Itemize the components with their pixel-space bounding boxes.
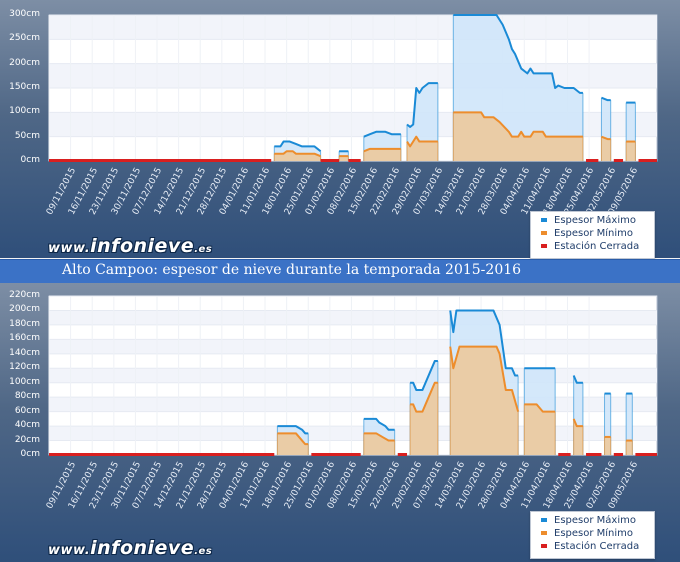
min-series-area	[626, 141, 636, 161]
min-series-line	[277, 432, 309, 446]
closed-bar	[635, 453, 657, 456]
closed-bar	[613, 453, 624, 456]
closed-bar	[586, 159, 599, 162]
closed-bar	[49, 453, 275, 456]
chart-top	[48, 14, 658, 162]
chart-title: Alto Campoo: espesor de nieve durante la…	[62, 262, 522, 278]
y-tick-label: 60cm	[14, 405, 40, 416]
min-series-area	[524, 404, 556, 455]
y-tick-label: 250cm	[9, 33, 40, 44]
legend-item-min: Espesor Mínimo	[541, 528, 633, 540]
max-series-line	[453, 14, 583, 94]
min-series-area	[339, 156, 349, 161]
closed-bar	[558, 453, 571, 456]
min-series-area	[626, 440, 633, 455]
chart-panel-top: 0cm 50cm 100cm 150cm 200cm 250cm 300cm 09/11/2…	[0, 0, 680, 259]
legend-bottom: Espesor Máximo Espesor Mínimo Estación C…	[530, 511, 655, 559]
legend-item-closed: Estación Cerrada	[541, 241, 639, 253]
legend-swatch-max	[541, 218, 547, 222]
legend-swatch-min	[541, 231, 547, 235]
legend-swatch-min	[541, 531, 547, 535]
grid-band	[49, 397, 657, 412]
min-series-line	[453, 111, 583, 138]
max-series-line	[572, 375, 583, 384]
closed-bar	[586, 453, 602, 456]
y-tick-label: 100cm	[9, 376, 40, 387]
y-tick-label: 200cm	[9, 57, 40, 68]
max-series-line	[449, 309, 519, 377]
min-series-area	[573, 418, 583, 455]
min-series-line	[572, 418, 583, 428]
y-tick-label: 300cm	[9, 9, 40, 19]
max-series-line	[274, 140, 322, 153]
grid-band	[49, 339, 657, 354]
y-tick-label: 0cm	[20, 449, 40, 459]
min-series-line	[410, 381, 438, 413]
max-series-line	[601, 96, 611, 102]
min-series-line	[601, 135, 611, 141]
min-series-area	[407, 136, 438, 161]
max-series-line	[406, 82, 438, 128]
y-tick-label: 140cm	[9, 347, 40, 358]
closed-bar	[613, 159, 624, 162]
y-tick-label: 220cm	[9, 290, 40, 300]
chart-panel-bottom: 0cm 20cm 40cm 60cm 80cm 100cm 120cm 140cm 160cm 1…	[0, 283, 680, 562]
infonieve-logo-bottom: www.infonieve.es	[48, 537, 213, 559]
y-tick-label: 40cm	[14, 420, 40, 431]
grid-band	[49, 15, 657, 40]
grid-band	[49, 63, 657, 88]
max-series-line	[363, 130, 401, 138]
legend-swatch-closed	[541, 544, 547, 548]
y-tick-label: 50cm	[14, 130, 40, 141]
min-series-area	[410, 382, 438, 455]
closed-bar	[348, 159, 361, 162]
legend-item-max: Espesor Máximo	[541, 215, 636, 227]
grid-band	[49, 368, 657, 383]
y-tick-label: 200cm	[9, 304, 40, 315]
min-series-area	[363, 433, 395, 455]
grid-band	[49, 426, 657, 441]
min-series-line	[363, 147, 401, 153]
grid-band	[49, 310, 657, 325]
y-tick-label: 80cm	[14, 391, 40, 402]
closed-bar	[638, 159, 657, 162]
closed-bar	[397, 453, 408, 456]
max-series-line	[363, 417, 395, 431]
min-series-area	[363, 148, 401, 161]
min-series-line	[449, 345, 520, 412]
legend-swatch-closed	[541, 244, 547, 248]
y-tick-label: 160cm	[9, 333, 40, 344]
min-series-line	[274, 150, 321, 158]
closed-bar	[320, 159, 340, 162]
legend-item-closed: Estación Cerrada	[541, 541, 639, 553]
legend-item-max: Espesor Máximo	[541, 515, 636, 527]
max-series-line	[277, 425, 309, 435]
y-tick-label: 0cm	[20, 155, 40, 165]
min-series-area	[604, 436, 611, 455]
infonieve-logo-top: www.infonieve.es	[48, 235, 213, 257]
min-series-line	[406, 135, 438, 148]
min-series-area	[601, 136, 611, 161]
min-series-line	[524, 403, 556, 413]
legend-top: Espesor Máximo Espesor Mínimo Estación C…	[530, 211, 655, 259]
closed-bar	[49, 159, 272, 162]
chart-bottom	[48, 295, 658, 456]
y-tick-label: 120cm	[9, 362, 40, 373]
legend-item-min: Espesor Mínimo	[541, 228, 633, 240]
min-series-line	[363, 432, 395, 442]
y-tick-label: 20cm	[14, 434, 40, 445]
closed-bar	[311, 453, 361, 456]
y-tick-label: 100cm	[9, 106, 40, 117]
title-bar: Alto Campoo: espesor de nieve durante la…	[0, 259, 680, 284]
y-tick-label: 180cm	[9, 318, 40, 329]
max-series-line	[410, 360, 438, 391]
y-tick-label: 150cm	[9, 82, 40, 92]
min-series-area	[450, 346, 519, 455]
legend-swatch-max	[541, 518, 547, 522]
